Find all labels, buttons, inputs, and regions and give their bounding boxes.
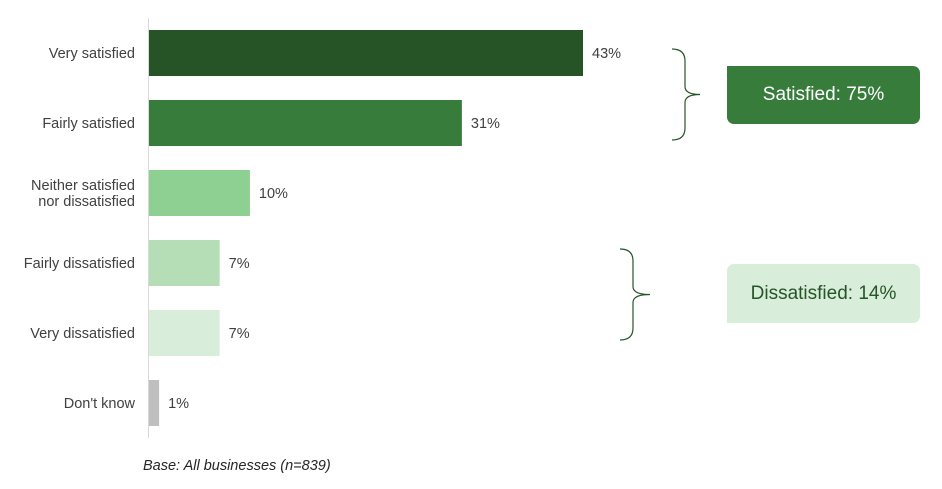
bars-layer — [149, 30, 583, 426]
category-label-5: Don't know — [64, 396, 136, 412]
category-label-2-line-0: Neither satisfied — [31, 178, 135, 194]
satisfied-summary-box: Satisfied: 75% — [727, 66, 920, 124]
value-label-0: 43% — [592, 46, 621, 62]
value-label-3: 7% — [229, 256, 250, 272]
category-label-3: Fairly dissatisfied — [24, 256, 135, 272]
value-label-4: 7% — [229, 326, 250, 342]
category-label-0: Very satisfied — [49, 46, 135, 62]
bar-5 — [149, 380, 160, 426]
value-label-2: 10% — [259, 186, 288, 202]
base-footnote: Base: All businesses (n=839) — [143, 458, 331, 474]
category-label-1: Fairly satisfied — [42, 116, 135, 132]
value-label-5: 1% — [168, 396, 189, 412]
satisfied-summary-label: Satisfied: 75% — [762, 84, 885, 105]
category-label-2-line-1: nor dissatisfied — [38, 194, 135, 210]
bar-4 — [149, 310, 220, 356]
bar-0 — [149, 30, 583, 76]
dissatisfied-summary-box: Dissatisfied: 14% — [727, 264, 920, 323]
bar-1 — [149, 100, 462, 146]
value-label-1: 31% — [471, 116, 500, 132]
brackets-layer — [619, 48, 701, 341]
group-bracket-0 — [671, 48, 701, 141]
category-label-4: Very dissatisfied — [30, 326, 135, 342]
group-bracket-1 — [619, 248, 651, 341]
labels-layer: 43% Very satisfied 31% Fairly satisfied 10% N… — [24, 46, 621, 412]
bar-2 — [149, 170, 250, 216]
bar-3 — [149, 240, 220, 286]
dissatisfied-summary-label: Dissatisfied: 14% — [750, 282, 897, 304]
